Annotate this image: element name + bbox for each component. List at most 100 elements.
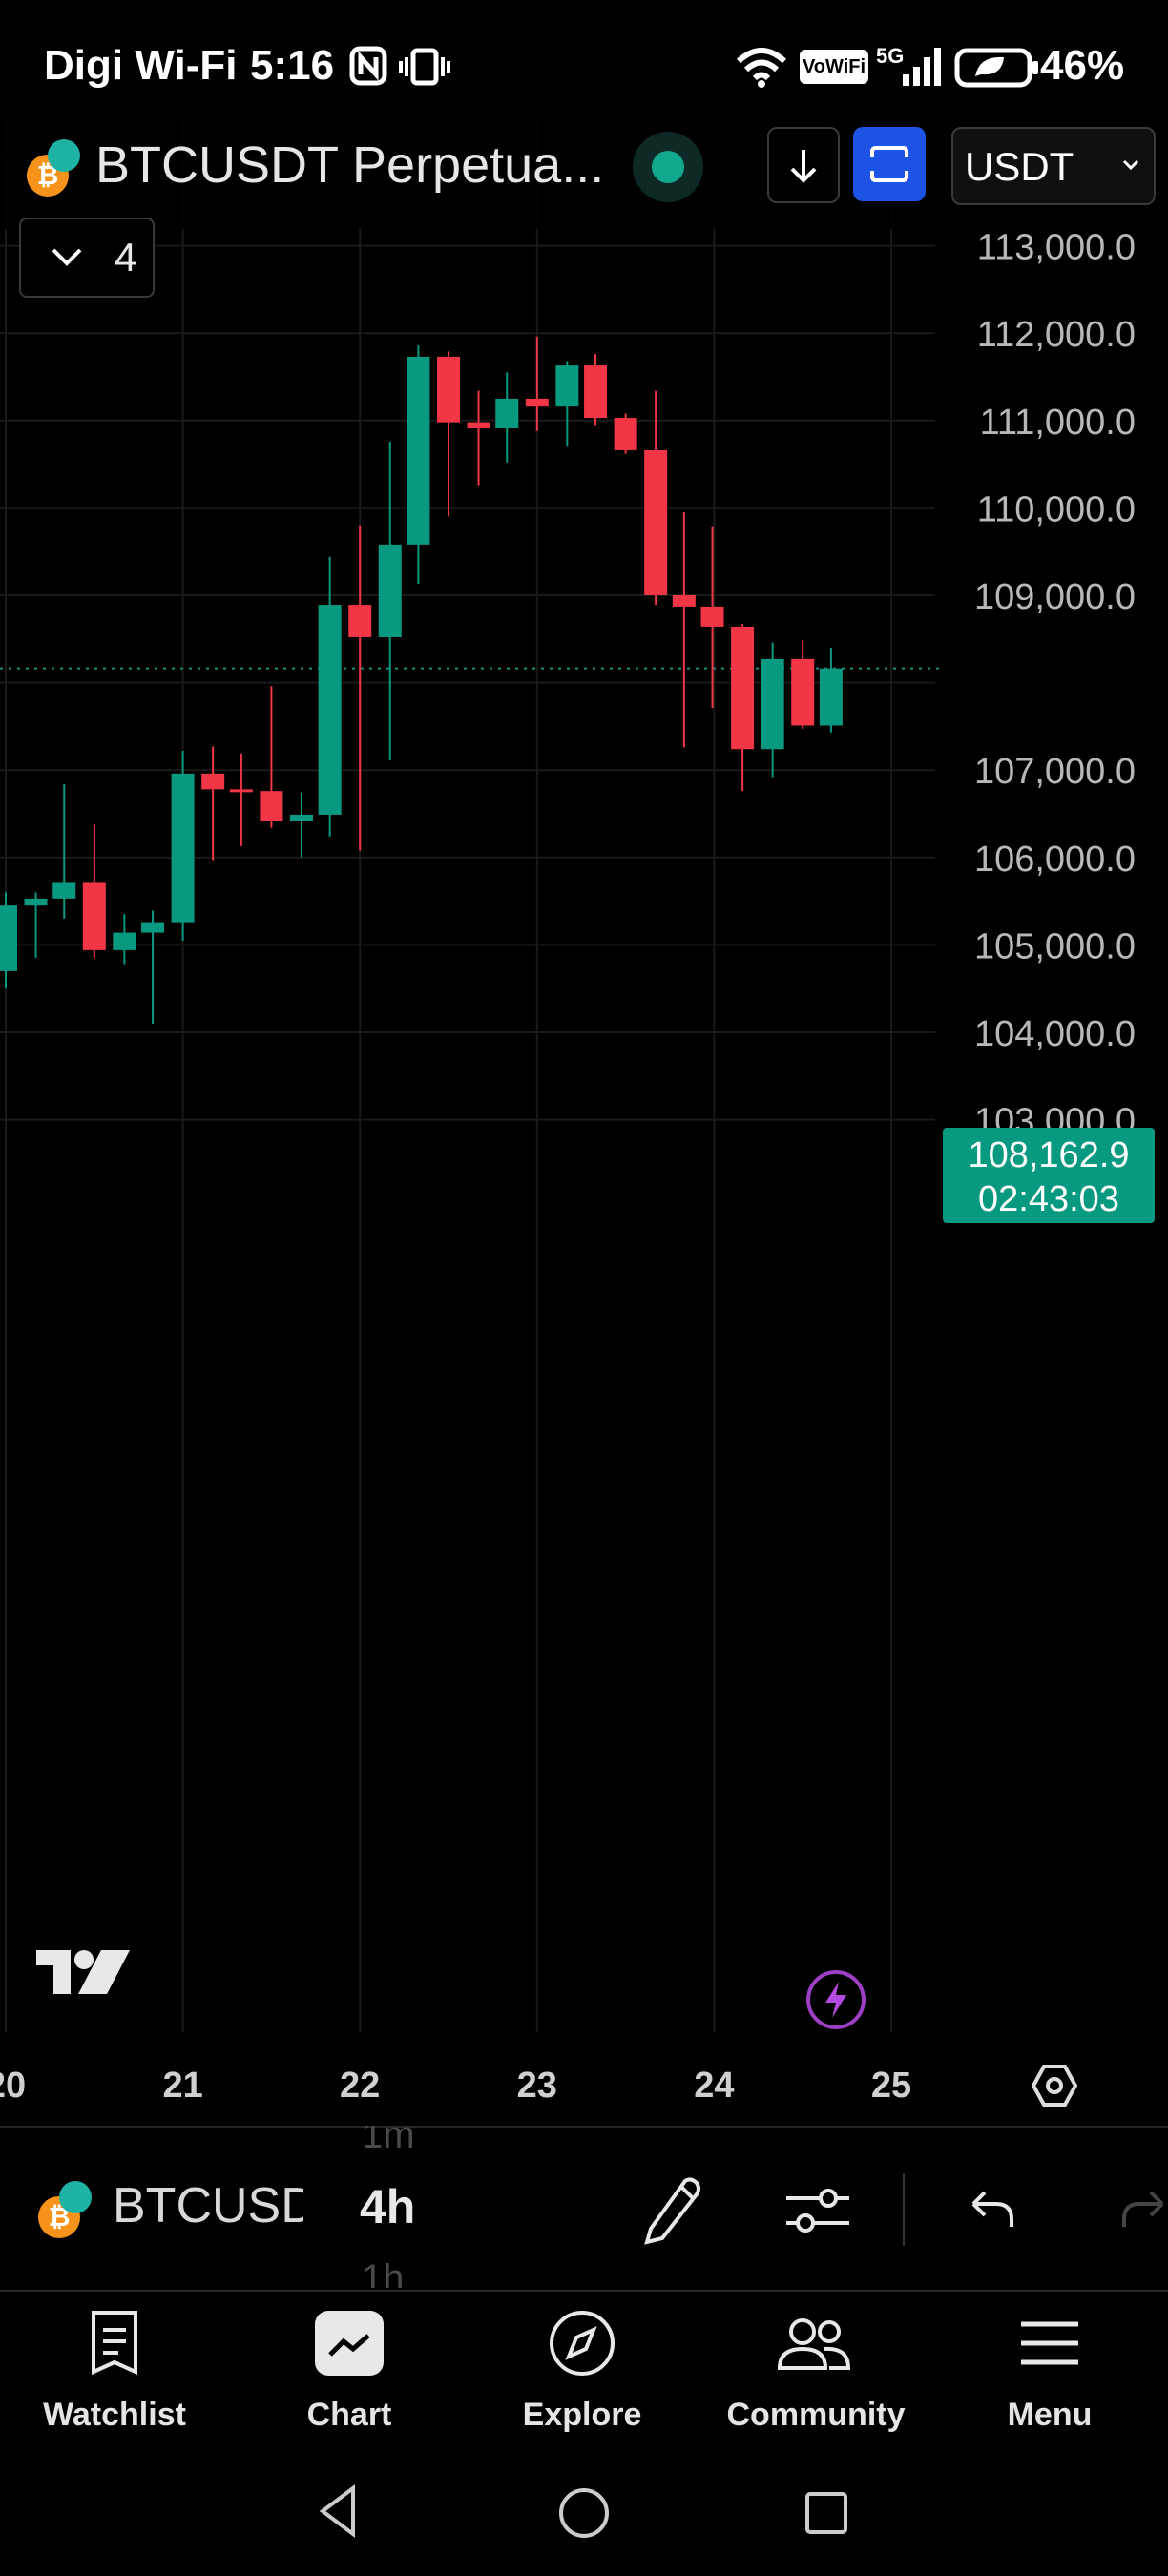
lightning-icon [825, 1982, 846, 2018]
candle [113, 914, 136, 965]
wifi-icon [736, 48, 787, 88]
y-tick-label: 110,000.0 [977, 489, 1136, 530]
hamburger-icon [1021, 2321, 1078, 2365]
candle-body [348, 605, 372, 637]
candle-body [260, 791, 283, 821]
nav-chart[interactable]: Chart [254, 2290, 445, 2433]
candle [731, 624, 755, 792]
currency-select[interactable]: USDT [951, 127, 1156, 205]
candle-body [584, 365, 608, 419]
candle [644, 390, 668, 606]
bottom-symbol-button[interactable]: BTCUSDT [113, 2175, 303, 2242]
x-tick-label: 21 [162, 2066, 202, 2106]
nav-label: Menu [1007, 2397, 1093, 2433]
timeframe-next: 1h [362, 2257, 405, 2288]
timeframe-picker[interactable]: 1m 4h 1h [348, 2126, 434, 2288]
candle-body [525, 398, 549, 407]
vowifi-badge: VoWiFi [800, 50, 868, 84]
undo-icon[interactable] [968, 2185, 1017, 2233]
drawing-tools-icon[interactable] [637, 2173, 706, 2246]
symbol-title[interactable]: BTCUSDT Perpetua... [95, 136, 605, 194]
battery-percent: 46% [1040, 42, 1125, 89]
download-button[interactable] [767, 127, 840, 203]
clock: 5:16 [250, 42, 335, 89]
candle [819, 647, 843, 733]
battery-icon [954, 48, 1038, 88]
carrier-label: Digi Wi-Fi [44, 42, 238, 89]
last-price-value: 108,162.9 [968, 1135, 1130, 1175]
perpetual-badge-icon [59, 2181, 92, 2213]
nav-community[interactable]: Community [720, 2290, 911, 2433]
candle [700, 526, 724, 709]
bar-countdown: 02:43:03 [978, 1179, 1119, 1219]
candle [614, 413, 637, 454]
candle-body [467, 422, 490, 429]
nav-explore[interactable]: Explore [487, 2290, 678, 2433]
market-status-indicator[interactable] [633, 132, 703, 202]
candle [407, 345, 430, 585]
candle-body [672, 595, 696, 607]
candle [318, 556, 342, 837]
candle-body [24, 898, 48, 906]
candle-body [495, 398, 519, 429]
y-axis: 114,000.0113,000.0112,000.0111,000.0110,… [974, 140, 1136, 1142]
bottom-symbol: BTCUSDT [113, 2178, 303, 2233]
candle [555, 361, 579, 447]
candles [0, 336, 843, 1024]
watchlist-icon [92, 2311, 137, 2376]
candle-body [437, 356, 460, 423]
x-tick-label: 25 [871, 2066, 911, 2106]
chart-settings-icon[interactable] [1031, 2063, 1078, 2109]
last-price-tag: 108,162.9 02:43:03 [943, 1128, 1155, 1223]
candle [525, 336, 549, 431]
candle [467, 390, 490, 486]
nav-label: Chart [306, 2397, 392, 2433]
candle [141, 910, 165, 1024]
timeframe-current: 4h [360, 2180, 416, 2233]
candle-body [141, 922, 165, 933]
back-icon[interactable] [315, 2483, 363, 2540]
market-open-dot [652, 151, 684, 183]
chart-canvas[interactable]: 114,000.0113,000.0112,000.0111,000.0110,… [0, 114, 1168, 2128]
quick-actions-button[interactable] [806, 1970, 866, 2029]
home-icon[interactable] [557, 2486, 611, 2540]
vibrate-icon [399, 48, 450, 86]
fullscreen-icon [870, 146, 908, 182]
indicators-toggle-button[interactable]: 4 [19, 218, 155, 298]
divider [0, 2126, 1168, 2128]
x-tick-label: 24 [694, 2066, 734, 2106]
fullscreen-button[interactable] [853, 127, 926, 201]
chevron-down-icon [52, 248, 82, 266]
redo-icon[interactable] [1116, 2185, 1168, 2233]
community-icon [777, 2318, 851, 2370]
status-bar: Digi Wi-Fi 5:16 VoWiFi 5G 46% [0, 0, 1168, 134]
y-tick-label: 105,000.0 [974, 926, 1136, 966]
indicators-count: 4 [115, 235, 137, 280]
candle [24, 892, 48, 959]
y-tick-label: 112,000.0 [977, 315, 1136, 355]
candle-body [229, 789, 253, 793]
nav-label: Watchlist [43, 2397, 186, 2433]
x-tick-label: 22 [340, 2066, 380, 2106]
candle [171, 751, 195, 941]
signal-icon [903, 48, 941, 86]
x-tick-label: 20 [0, 2066, 26, 2106]
nav-menu[interactable]: Menu [954, 2290, 1145, 2433]
candle [82, 823, 106, 959]
candle-body [171, 773, 195, 923]
indicators-settings-icon[interactable] [784, 2181, 851, 2240]
candle-body [791, 658, 815, 726]
nav-watchlist[interactable]: Watchlist [19, 2290, 210, 2433]
candle-body [555, 365, 579, 407]
candle [584, 354, 608, 426]
y-tick-label: 111,000.0 [980, 403, 1136, 443]
compass-icon [550, 2311, 615, 2376]
chart-icon [328, 2334, 370, 2357]
candle-body [0, 905, 17, 971]
grid-lines [0, 114, 935, 2032]
nfc-icon [349, 46, 387, 86]
candle [437, 351, 460, 517]
y-tick-label: 107,000.0 [974, 752, 1136, 792]
nav-label: Community [726, 2397, 906, 2433]
recents-icon[interactable] [803, 2490, 849, 2536]
